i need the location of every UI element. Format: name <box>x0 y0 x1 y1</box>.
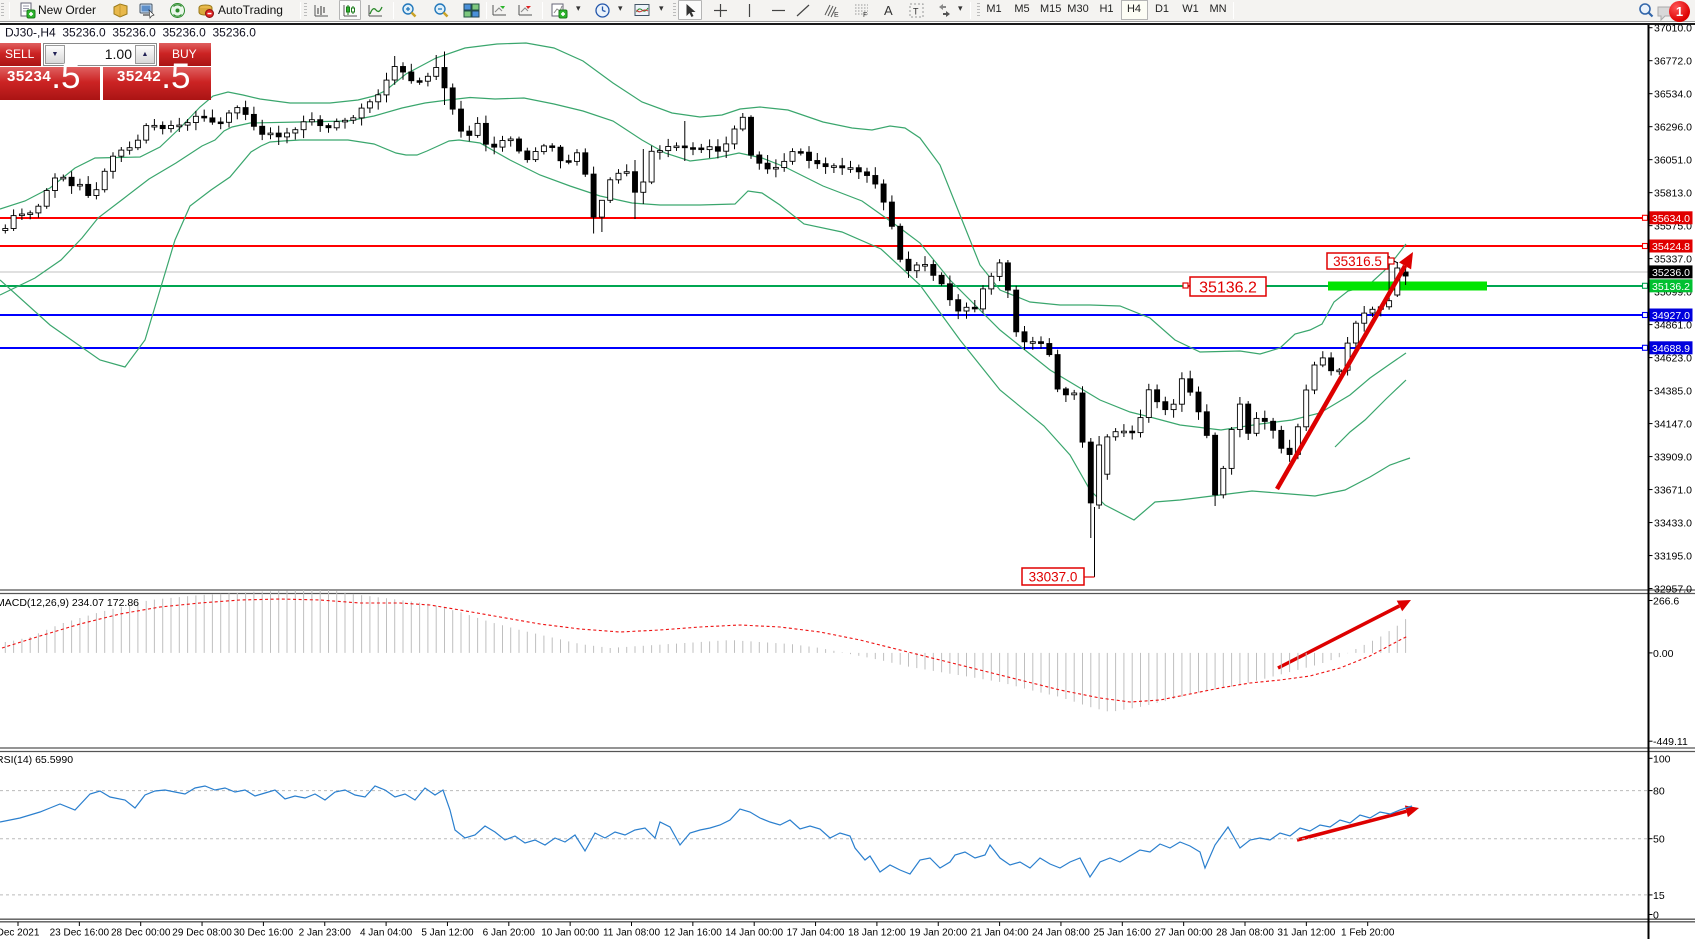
svg-text:30 Dec 16:00: 30 Dec 16:00 <box>234 928 294 939</box>
svg-text:33909.0: 33909.0 <box>1654 452 1692 464</box>
svg-text:80: 80 <box>1653 786 1665 798</box>
svg-text:6 Jan 20:00: 6 Jan 20:00 <box>483 928 536 939</box>
svg-text:MACD(12,26,9) 234.07 172.86: MACD(12,26,9) 234.07 172.86 <box>0 597 139 609</box>
svg-text:10 Jan 00:00: 10 Jan 00:00 <box>541 928 599 939</box>
svg-text:34147.0: 34147.0 <box>1654 419 1692 431</box>
svg-text:33433.0: 33433.0 <box>1654 518 1692 530</box>
svg-text:18 Jan 12:00: 18 Jan 12:00 <box>848 928 906 939</box>
svg-text:36772.0: 36772.0 <box>1654 56 1692 68</box>
svg-text:34927.0: 34927.0 <box>1652 310 1690 322</box>
svg-text:33037.0: 33037.0 <box>1029 569 1078 584</box>
svg-text:266.6: 266.6 <box>1653 596 1679 608</box>
svg-text:36051.0: 36051.0 <box>1654 155 1692 167</box>
svg-text:2 Jan 23:00: 2 Jan 23:00 <box>299 928 352 939</box>
svg-text:37010.0: 37010.0 <box>1654 23 1692 35</box>
svg-text:100: 100 <box>1653 753 1671 765</box>
svg-text:35236.0: 35236.0 <box>1652 267 1690 279</box>
svg-text:35136.2: 35136.2 <box>1652 281 1690 293</box>
svg-text:23 Dec 16:00: 23 Dec 16:00 <box>50 928 110 939</box>
svg-text:33671.0: 33671.0 <box>1654 485 1692 497</box>
svg-text:35337.0: 35337.0 <box>1654 254 1692 266</box>
svg-text:36534.0: 36534.0 <box>1654 89 1692 101</box>
svg-text:29 Dec 08:00: 29 Dec 08:00 <box>172 928 232 939</box>
svg-text:-449.11: -449.11 <box>1653 736 1688 748</box>
svg-text:32957.0: 32957.0 <box>1654 584 1692 596</box>
svg-text:11 Jan 08:00: 11 Jan 08:00 <box>603 928 661 939</box>
svg-text:1 Feb 20:00: 1 Feb 20:00 <box>1341 928 1395 939</box>
svg-text:RSI(14) 65.5990: RSI(14) 65.5990 <box>0 754 73 766</box>
svg-text:31 Jan 12:00: 31 Jan 12:00 <box>1277 928 1335 939</box>
svg-text:35316.5: 35316.5 <box>1333 254 1382 269</box>
svg-text:33195.0: 33195.0 <box>1654 551 1692 563</box>
svg-text:0: 0 <box>1653 910 1659 922</box>
svg-text:14 Jan 00:00: 14 Jan 00:00 <box>725 928 783 939</box>
svg-text:DJ30-,H4 35236.0 35236.0 35: DJ30-,H4 35236.0 35236.0 35236.0 35236.0 <box>5 26 256 40</box>
svg-text:34688.9: 34688.9 <box>1652 343 1690 355</box>
svg-text:34385.0: 34385.0 <box>1654 386 1692 398</box>
svg-text:Dec 2021: Dec 2021 <box>0 928 40 939</box>
svg-text:4 Jan 04:00: 4 Jan 04:00 <box>360 928 413 939</box>
svg-text:27 Jan 00:00: 27 Jan 00:00 <box>1155 928 1213 939</box>
svg-text:24 Jan 08:00: 24 Jan 08:00 <box>1032 928 1090 939</box>
svg-text:25 Jan 16:00: 25 Jan 16:00 <box>1093 928 1151 939</box>
svg-text:28 Jan 08:00: 28 Jan 08:00 <box>1216 928 1274 939</box>
svg-text:28 Dec 00:00: 28 Dec 00:00 <box>111 928 171 939</box>
svg-text:19 Jan 20:00: 19 Jan 20:00 <box>909 928 967 939</box>
svg-text:F: F <box>863 12 867 19</box>
svg-text:35424.8: 35424.8 <box>1652 241 1690 253</box>
svg-text:34623.0: 34623.0 <box>1654 353 1692 365</box>
svg-text:15: 15 <box>1653 890 1665 902</box>
svg-text:21 Jan 04:00: 21 Jan 04:00 <box>971 928 1029 939</box>
svg-text:0.00: 0.00 <box>1653 648 1674 660</box>
svg-text:T: T <box>913 7 919 17</box>
svg-text:35634.0: 35634.0 <box>1652 213 1690 225</box>
svg-text:35136.2: 35136.2 <box>1199 279 1257 296</box>
svg-text:E: E <box>834 12 839 19</box>
svg-text:12 Jan 16:00: 12 Jan 16:00 <box>664 928 722 939</box>
svg-text:17 Jan 04:00: 17 Jan 04:00 <box>787 928 845 939</box>
svg-text:5 Jan 12:00: 5 Jan 12:00 <box>421 928 474 939</box>
svg-text:34861.0: 34861.0 <box>1654 320 1692 332</box>
svg-text:35813.0: 35813.0 <box>1654 188 1692 200</box>
svg-text:50: 50 <box>1653 834 1665 846</box>
svg-text:36296.0: 36296.0 <box>1654 122 1692 134</box>
